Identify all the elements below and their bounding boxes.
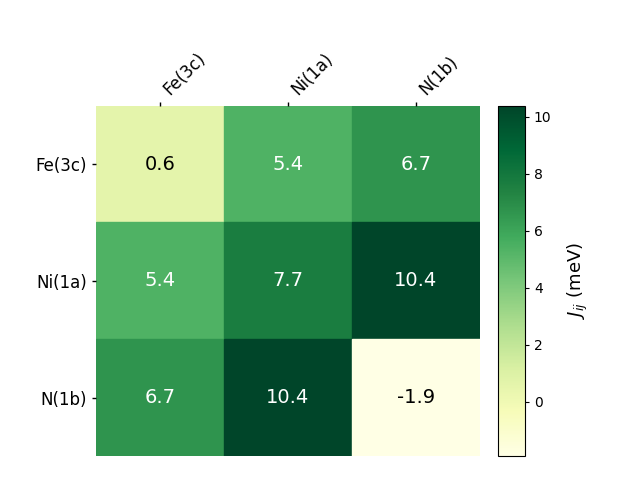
Bar [96,339,224,456]
Bar [352,222,480,339]
Text: 10.4: 10.4 [266,388,310,407]
Bar [224,222,352,339]
Bar [352,106,480,222]
Text: 6.7: 6.7 [145,388,175,407]
Bar [352,339,480,456]
Text: 0.6: 0.6 [145,155,175,173]
Y-axis label: $\mathit{J_{ij}}$ (meV): $\mathit{J_{ij}}$ (meV) [565,242,589,319]
Text: -1.9: -1.9 [397,388,435,407]
Text: 6.7: 6.7 [401,155,431,173]
Text: 10.4: 10.4 [394,271,438,290]
Text: 7.7: 7.7 [273,271,303,290]
Bar [224,339,352,456]
Bar [96,106,224,222]
Bar [224,106,352,222]
Bar [96,222,224,339]
Text: 5.4: 5.4 [145,271,175,290]
Text: 5.4: 5.4 [273,155,303,173]
